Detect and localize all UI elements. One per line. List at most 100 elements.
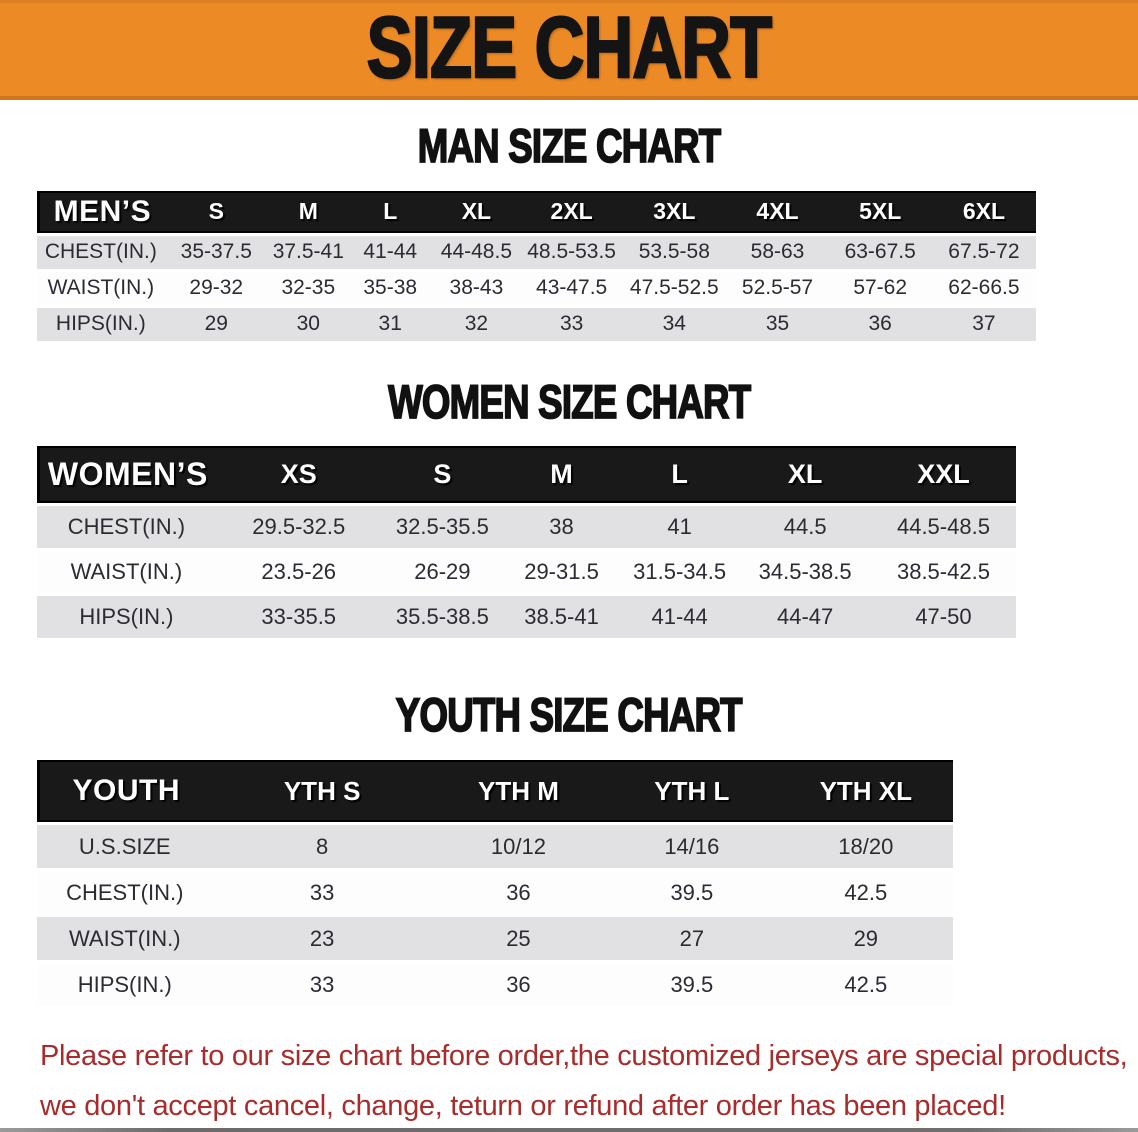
size-value-cell: 38.5-42.5 <box>871 551 1016 594</box>
size-value-cell: 38-43 <box>431 271 522 305</box>
size-column-header: M <box>267 190 349 233</box>
women-section-heading: WOMEN SIZE CHART <box>0 375 1138 428</box>
measurement-row: CHEST(IN.) 35-37.5 37.5-41 41-44 44-48.5 48.5… <box>37 235 1101 269</box>
measure-row-label: CHEST(IN.) <box>37 871 213 915</box>
size-column-header: XL <box>739 446 872 504</box>
table-header-row: MEN’S S M L XL 2XL 3XL 4XL 5XL 6XL <box>37 190 1101 233</box>
measurement-row: CHEST(IN.) 33 36 39.5 42.5 <box>37 871 1101 915</box>
size-column-header: S <box>164 190 268 233</box>
filler-cell <box>1036 272 1101 305</box>
size-column-header: 4XL <box>726 190 829 233</box>
bottom-edge-strip <box>0 1128 1138 1132</box>
size-value-cell: 41 <box>620 506 740 549</box>
measurement-row: WAIST(IN.) 23.5-26 26-29 29-31.5 31.5-34.5 34… <box>37 551 1101 594</box>
size-value-cell: 33 <box>212 871 432 915</box>
size-column-header: 2XL <box>521 190 623 233</box>
size-column-header: 3XL <box>622 190 727 233</box>
youth-heading-text: YOUTH SIZE CHART <box>395 688 743 742</box>
size-column-header: YTH S <box>212 760 432 823</box>
size-value-cell: 47-50 <box>871 596 1016 639</box>
size-value-cell: 42.5 <box>778 963 954 1007</box>
size-value-cell: 35 <box>726 307 829 341</box>
filler-cell <box>1036 308 1101 341</box>
size-value-cell: 35-38 <box>348 271 432 305</box>
size-value-cell: 30 <box>267 307 349 341</box>
size-value-cell: 57-62 <box>828 271 932 305</box>
size-value-cell: 44.5-48.5 <box>871 506 1016 549</box>
size-value-cell: 32 <box>431 307 522 341</box>
size-value-cell: 44.5 <box>739 506 872 549</box>
man-heading-text: MAN SIZE CHART <box>417 119 722 172</box>
size-value-cell: 31.5-34.5 <box>620 551 740 594</box>
size-value-cell: 27 <box>605 917 779 961</box>
filler-cell <box>953 760 1101 822</box>
size-value-cell: 41-44 <box>620 596 740 639</box>
size-value-cell: 36 <box>828 307 932 341</box>
size-value-cell: 29.5-32.5 <box>215 506 382 549</box>
measure-row-label: WAIST(IN.) <box>37 917 213 961</box>
filler-cell <box>953 871 1101 914</box>
size-value-cell: 8 <box>212 825 432 869</box>
size-column-header: L <box>348 190 432 233</box>
size-value-cell: 47.5-52.5 <box>622 271 727 305</box>
size-value-cell: 37 <box>931 307 1037 341</box>
measurement-row: WAIST(IN.) 23 25 27 29 <box>37 917 1101 961</box>
size-value-cell: 43-47.5 <box>521 271 623 305</box>
size-value-cell: 29-31.5 <box>503 551 621 594</box>
filler-cell <box>953 825 1101 868</box>
measure-row-label: HIPS(IN.) <box>37 963 213 1007</box>
size-column-header: YTH L <box>605 760 779 823</box>
size-value-cell: 41-44 <box>348 235 432 269</box>
size-value-cell: 29-32 <box>164 271 268 305</box>
size-value-cell: 53.5-58 <box>622 235 727 269</box>
size-value-cell: 14/16 <box>605 825 779 869</box>
measure-row-label: U.S.SIZE <box>37 825 213 869</box>
youth-size-table: YOUTH YTH S YTH M YTH L YTH XL U.S.SIZE 8 10/1… <box>37 757 1101 1009</box>
filler-cell <box>1016 551 1101 593</box>
size-column-header: XS <box>215 446 382 504</box>
filler-cell <box>1016 596 1101 638</box>
size-value-cell: 36 <box>431 963 606 1007</box>
size-column-header: S <box>381 446 503 504</box>
measurement-row: U.S.SIZE 8 10/12 14/16 18/20 <box>37 825 1101 869</box>
size-value-cell: 62-66.5 <box>931 271 1037 305</box>
table-title: MEN’S <box>37 190 165 233</box>
size-column-header: 5XL <box>828 190 932 233</box>
size-value-cell: 63-67.5 <box>828 235 932 269</box>
disclaimer-line-2: we don't accept cancel, change, teturn o… <box>40 1090 1006 1123</box>
size-value-cell: 25 <box>431 917 606 961</box>
size-value-cell: 44-47 <box>739 596 872 639</box>
table-title: WOMEN’S <box>37 446 216 504</box>
size-value-cell: 29 <box>164 307 268 341</box>
size-column-header: YTH M <box>431 760 606 823</box>
filler-cell <box>953 917 1101 960</box>
size-value-cell: 38 <box>503 506 621 549</box>
table-header-row: YOUTH YTH S YTH M YTH L YTH XL <box>37 760 1101 823</box>
measure-row-label: HIPS(IN.) <box>37 596 216 639</box>
size-value-cell: 33 <box>212 963 432 1007</box>
filler-cell <box>953 963 1101 1006</box>
size-column-header: L <box>620 446 740 504</box>
size-column-header: YTH XL <box>778 760 954 823</box>
size-value-cell: 35.5-38.5 <box>381 596 503 639</box>
size-value-cell: 26-29 <box>381 551 503 594</box>
filler-cell <box>1036 236 1101 269</box>
size-column-header: XXL <box>871 446 1016 504</box>
mens-size-table: MEN’S S M L XL 2XL 3XL 4XL 5XL 6XL CHEST(IN.) 35-3… <box>37 188 1101 344</box>
size-value-cell: 31 <box>348 307 432 341</box>
measurement-row: HIPS(IN.) 29 30 31 32 33 34 35 36 37 <box>37 307 1101 341</box>
size-value-cell: 37.5-41 <box>267 235 349 269</box>
size-value-cell: 36 <box>431 871 606 915</box>
filler-cell <box>1016 506 1101 548</box>
size-value-cell: 23 <box>212 917 432 961</box>
measurement-row: WAIST(IN.) 29-32 32-35 35-38 38-43 43-47.5 47.… <box>37 271 1101 305</box>
size-value-cell: 35-37.5 <box>164 235 268 269</box>
measure-row-label: CHEST(IN.) <box>37 506 216 549</box>
table-title: YOUTH <box>37 760 213 823</box>
size-value-cell: 23.5-26 <box>215 551 382 594</box>
size-value-cell: 39.5 <box>605 871 779 915</box>
table-header-row: WOMEN’S XS S M L XL XXL <box>37 446 1101 504</box>
size-value-cell: 67.5-72 <box>931 235 1037 269</box>
size-value-cell: 34 <box>622 307 727 341</box>
size-column-header: 6XL <box>931 190 1037 233</box>
